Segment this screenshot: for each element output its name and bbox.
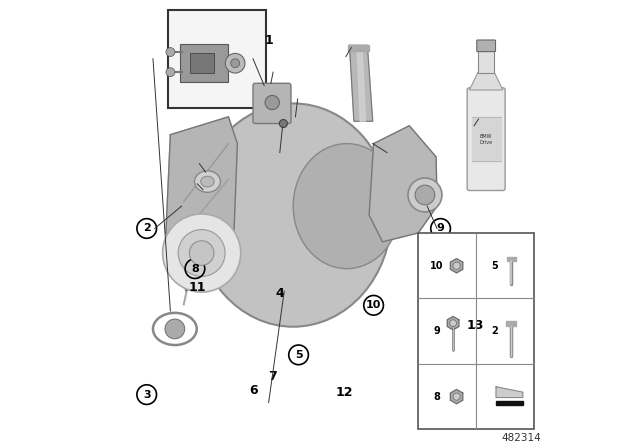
Circle shape — [265, 95, 279, 110]
FancyBboxPatch shape — [419, 233, 534, 430]
FancyBboxPatch shape — [168, 9, 266, 108]
Text: 5: 5 — [295, 350, 302, 360]
Text: 3: 3 — [143, 390, 150, 400]
Circle shape — [453, 262, 460, 269]
Text: 13: 13 — [467, 319, 484, 332]
Ellipse shape — [195, 103, 392, 327]
Circle shape — [450, 320, 456, 327]
Text: 11: 11 — [188, 281, 206, 294]
Polygon shape — [451, 389, 463, 404]
FancyBboxPatch shape — [467, 88, 505, 190]
Text: 6: 6 — [250, 383, 258, 396]
Text: 9: 9 — [433, 326, 440, 336]
FancyBboxPatch shape — [189, 53, 214, 73]
Ellipse shape — [189, 241, 214, 265]
Ellipse shape — [178, 229, 225, 276]
Text: 7: 7 — [268, 370, 276, 383]
Polygon shape — [348, 45, 369, 51]
Text: BMW
Drive: BMW Drive — [479, 134, 493, 145]
Circle shape — [166, 47, 175, 56]
Ellipse shape — [163, 214, 241, 292]
Circle shape — [230, 59, 239, 68]
Circle shape — [453, 393, 460, 400]
Polygon shape — [496, 401, 523, 405]
Circle shape — [279, 120, 287, 128]
Text: 1: 1 — [264, 34, 273, 47]
Polygon shape — [507, 257, 516, 261]
Text: 10: 10 — [366, 300, 381, 310]
Text: 2: 2 — [492, 326, 499, 336]
Text: 5: 5 — [492, 261, 499, 271]
Polygon shape — [166, 117, 237, 291]
Text: 482314: 482314 — [501, 433, 541, 443]
Circle shape — [415, 185, 435, 205]
Text: 10: 10 — [430, 261, 444, 271]
FancyBboxPatch shape — [253, 83, 291, 124]
FancyBboxPatch shape — [478, 49, 494, 73]
Circle shape — [165, 319, 185, 339]
Polygon shape — [469, 72, 503, 90]
Text: 12: 12 — [336, 386, 353, 399]
Text: 8: 8 — [191, 264, 199, 274]
Ellipse shape — [201, 176, 214, 187]
Polygon shape — [451, 258, 463, 273]
Polygon shape — [506, 321, 516, 326]
FancyBboxPatch shape — [180, 44, 228, 82]
Polygon shape — [369, 126, 437, 242]
Polygon shape — [357, 45, 365, 121]
Text: 4: 4 — [275, 287, 284, 300]
Circle shape — [408, 178, 442, 212]
Text: 8: 8 — [433, 392, 440, 401]
Polygon shape — [496, 387, 523, 397]
Circle shape — [166, 68, 175, 77]
Ellipse shape — [195, 171, 220, 192]
FancyBboxPatch shape — [477, 40, 495, 52]
Circle shape — [225, 53, 245, 73]
Text: 2: 2 — [143, 224, 150, 233]
Polygon shape — [349, 45, 372, 121]
Polygon shape — [472, 117, 500, 161]
Text: 9: 9 — [436, 224, 445, 233]
Polygon shape — [447, 316, 459, 330]
Ellipse shape — [293, 144, 401, 269]
